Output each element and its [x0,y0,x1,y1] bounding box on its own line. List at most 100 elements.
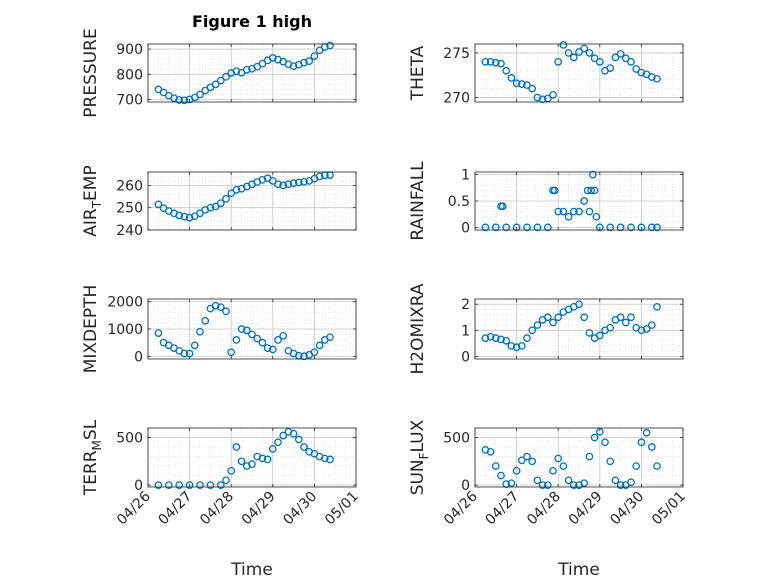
subplot-pressure: 700 800 900 PRESSURE [81,28,357,118]
data-point [590,433,599,442]
x-tick-label: 05/01 [649,489,689,529]
data-point [242,65,251,74]
major-grid [474,44,684,102]
data-point [642,325,651,333]
data-point [196,209,204,218]
y-tick-label: 1 [461,323,470,339]
data-point [164,481,173,489]
y-tick-label: 800 [116,67,143,83]
data-point [595,331,604,340]
data-point [486,332,495,341]
data-point [497,59,505,68]
data-point [486,57,495,66]
data-point [559,207,568,216]
y-tick-label: 0 [461,220,470,236]
data-point [294,435,303,444]
subplot-h2omixra: 0 1 2 H2OMIXRA [408,283,684,375]
series-pressure [154,41,334,105]
x-tick-label: 04/29 [566,489,606,529]
data-point [653,223,661,232]
data-point [222,476,230,485]
x-axis-label: Time [230,560,273,580]
data-point [497,471,505,480]
data-point [543,481,552,489]
data-point [554,313,563,322]
data-point [185,213,194,222]
y-axis-label: H2OMIXRA [408,283,428,374]
data-point [491,58,500,67]
data-point [580,197,589,205]
major-grid [474,428,684,487]
data-point [232,336,241,344]
minor-grid [147,43,357,102]
data-point [606,64,615,72]
x-tick-label: 04/28 [197,489,237,529]
y-tick-label: 275 [443,46,470,62]
data-point [232,443,241,451]
data-point [274,438,282,447]
data-point [180,96,189,105]
x-tick-label: 05/01 [322,489,362,529]
data-point [274,336,282,344]
data-point [642,428,651,437]
data-point [498,202,507,211]
data-point [507,342,516,350]
axes-box [147,43,357,103]
data-point [616,223,625,232]
data-point [279,181,288,190]
data-point [326,41,334,50]
data-point [533,321,542,329]
subplot-sun_flux: 0 500 04/26 04/27 04/28 04/29 04/30 05/01 Time SU… [408,419,689,580]
data-point [154,329,163,337]
x-tick-label: 04/29 [239,489,279,529]
data-point [242,326,251,335]
x-tick-label: 04/26 [441,488,481,528]
data-point [274,180,282,189]
data-point [647,73,656,81]
data-point [326,333,334,342]
axes-box [474,43,684,103]
y-tick-label: 500 [116,431,143,447]
data-point [637,223,646,232]
data-point [211,202,220,211]
data-point [585,49,594,57]
data-point [481,223,490,232]
data-point [507,479,516,488]
data-point [512,223,521,232]
data-point [196,90,204,99]
data-point [595,57,604,66]
data-point [554,454,563,463]
data-point [627,223,635,232]
y-axis-label: TERRMSL [81,419,104,496]
data-point [175,96,184,104]
data-point [216,76,225,85]
data-point [528,84,537,93]
x-axis-label: Time [557,560,600,580]
figure-title: Figure 1 high [192,12,312,31]
data-point [315,172,324,181]
y-tick-label: 0 [461,349,470,365]
data-point [289,62,298,71]
data-point [517,80,526,89]
data-point [559,462,568,470]
data-point [253,334,262,343]
data-point [216,303,225,312]
data-point [232,67,241,76]
data-point [616,481,625,489]
data-point [326,455,334,464]
data-point [559,41,568,49]
subplot-air_temp: 240 250 260 AIRTEMP [81,165,357,239]
y-tick-label: 260 [116,178,143,194]
data-point [653,302,661,311]
data-point [497,335,505,344]
data-point [268,177,277,185]
y-tick-label: 900 [116,42,143,58]
y-tick-label: 270 [443,91,470,107]
data-point [300,177,308,186]
data-point [310,52,319,60]
data-point [585,207,594,216]
data-point [237,325,246,333]
data-point [222,307,230,316]
data-point [575,48,583,56]
